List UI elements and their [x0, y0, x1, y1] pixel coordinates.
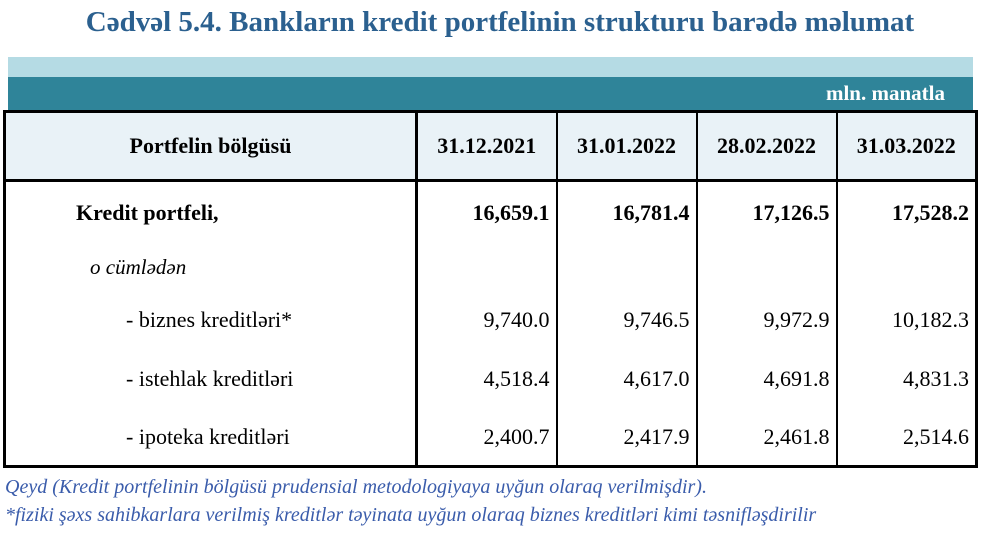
table-row-mortgage-loans: - ipoteka kreditləri 2,400.7 2,417.9 2,4…	[4, 408, 977, 467]
credit-portfolio-table: Portfelin bölgüsü 31.12.2021 31.01.2022 …	[3, 110, 978, 468]
cell-value: 17,126.5	[695, 180, 837, 245]
cell-value: 17,528.2	[835, 180, 977, 245]
table-header-row: Portfelin bölgüsü 31.12.2021 31.01.2022 …	[4, 111, 977, 182]
unit-band: mln. manatla	[8, 77, 973, 110]
cell-value: 2,514.6	[835, 408, 977, 467]
cell-value: 4,617.0	[555, 348, 697, 409]
footnote-classification: *fiziki şəxs sahibkarlara verilmiş kredi…	[5, 504, 817, 526]
cell-value: 2,417.9	[555, 408, 697, 467]
cell-value: 2,400.7	[415, 408, 557, 467]
cell-value: 4,691.8	[695, 348, 837, 409]
row-label-credit-portfolio: Kredit portfeli,	[4, 180, 417, 245]
cell-value-empty	[555, 244, 697, 291]
cell-value: 9,972.9	[695, 290, 837, 349]
header-date-31-01-2022: 31.01.2022	[555, 111, 697, 182]
table-row-including: o cümlədən	[4, 244, 977, 291]
footnotes: Qeyd (Kredit portfelinin bölgüsü prudens…	[5, 473, 995, 529]
cell-value-empty	[695, 244, 837, 291]
cell-value: 16,781.4	[555, 180, 697, 245]
footnote-methodology: Qeyd (Kredit portfelinin bölgüsü prudens…	[5, 476, 707, 498]
table-row-business-loans: - biznes kreditləri* 9,740.0 9,746.5 9,9…	[4, 290, 977, 349]
row-label-including: o cümlədən	[4, 244, 417, 291]
cell-value: 4,518.4	[415, 348, 557, 409]
cell-value: 16,659.1	[415, 180, 557, 245]
table-row-consumer-loans: - istehlak kreditləri 4,518.4 4,617.0 4,…	[4, 348, 977, 409]
row-label-mortgage-loans: - ipoteka kreditləri	[4, 408, 417, 467]
row-label-consumer-loans: - istehlak kreditləri	[4, 348, 417, 409]
unit-label: mln. manatla	[825, 81, 945, 105]
header-date-28-02-2022: 28.02.2022	[695, 111, 837, 182]
cell-value: 4,831.3	[835, 348, 977, 409]
row-label-business-loans: - biznes kreditləri*	[4, 290, 417, 349]
decorative-light-teal-band	[8, 57, 973, 77]
cell-value: 9,746.5	[555, 290, 697, 349]
credit-portfolio-table-wrap: Portfelin bölgüsü 31.12.2021 31.01.2022 …	[3, 110, 978, 468]
header-date-31-03-2022: 31.03.2022	[835, 111, 977, 182]
cell-value-empty	[415, 244, 557, 291]
table-title: Cədvəl 5.4. Bankların kredit portfelinin…	[85, 6, 915, 38]
cell-value-empty	[835, 244, 977, 291]
table-row-credit-portfolio-total: Kredit portfeli, 16,659.1 16,781.4 17,12…	[4, 180, 977, 245]
cell-value: 2,461.8	[695, 408, 837, 467]
header-date-31-12-2021: 31.12.2021	[415, 111, 557, 182]
cell-value: 10,182.3	[835, 290, 977, 349]
cell-value: 9,740.0	[415, 290, 557, 349]
header-portfolio-breakdown: Portfelin bölgüsü	[4, 111, 417, 182]
